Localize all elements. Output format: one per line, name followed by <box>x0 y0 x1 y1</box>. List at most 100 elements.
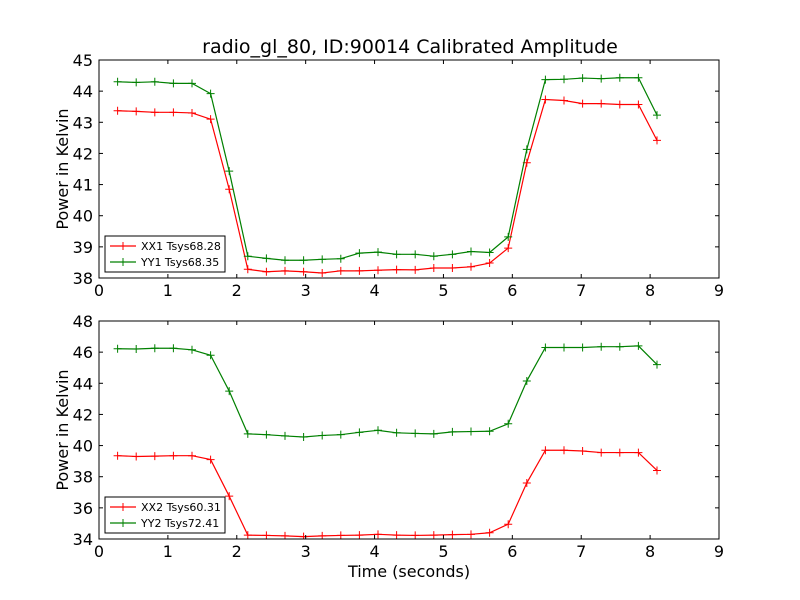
data-point-yy1 <box>169 79 178 88</box>
x-tick-label: 4 <box>369 281 379 300</box>
data-point-yy2 <box>262 430 271 439</box>
data-point-xx1 <box>429 264 438 273</box>
x-tick-label: 0 <box>94 281 104 300</box>
legend-box <box>104 496 226 534</box>
axes-frame <box>98 320 720 540</box>
data-point-xx2 <box>615 448 624 457</box>
data-point-yy2 <box>448 427 457 436</box>
data-point-xx1 <box>634 100 643 109</box>
data-point-xx2 <box>560 446 568 455</box>
x-tick-label: 1 <box>163 281 173 300</box>
data-point-yy1 <box>560 75 568 84</box>
data-point-yy1 <box>318 255 327 264</box>
data-point-yy1 <box>467 247 475 256</box>
legend-label: YY1 Tsys68.35 <box>140 256 219 269</box>
series-line-xx1 <box>117 98 658 274</box>
data-point-xx1 <box>448 264 457 273</box>
data-point-xx1 <box>299 267 308 276</box>
data-point-xx1 <box>392 265 401 274</box>
data-point-yy2 <box>243 429 252 438</box>
data-point-yy2 <box>318 431 327 440</box>
x-tick-label: 7 <box>576 542 586 561</box>
legend-marker <box>119 258 127 266</box>
data-point-yy2 <box>522 376 531 385</box>
data-point-yy2 <box>653 360 661 369</box>
axes-frame <box>98 59 720 279</box>
data-point-xx1 <box>578 99 587 108</box>
data-point-yy1 <box>299 256 308 265</box>
y-tick-label: 41 <box>73 176 93 195</box>
data-point-yy2 <box>560 343 568 352</box>
series-layer <box>113 73 661 278</box>
x-tick-label: 6 <box>507 281 517 300</box>
data-point-xx1 <box>225 185 234 194</box>
x-tick-label: 8 <box>645 281 655 300</box>
data-point-yy2 <box>281 431 289 440</box>
data-point-xx2 <box>504 520 513 529</box>
y-tick-label: 44 <box>73 82 93 101</box>
data-point-yy1 <box>262 254 271 263</box>
legend-marker <box>119 242 127 250</box>
x-tick-label: 4 <box>369 542 379 561</box>
data-point-yy2 <box>411 429 420 438</box>
data-point-xx2 <box>336 531 345 539</box>
data-point-yy2 <box>504 419 513 428</box>
data-point-xx2 <box>578 447 587 456</box>
data-point-xx2 <box>299 532 308 539</box>
data-point-yy1 <box>578 74 587 83</box>
legend: XX2 Tsys60.31 YY2 Tsys72.41 <box>104 496 226 534</box>
data-point-yy2 <box>485 427 494 436</box>
data-point-yy1 <box>281 256 289 265</box>
data-point-yy2 <box>615 342 624 351</box>
y-tick-label: 48 <box>73 312 93 331</box>
data-point-yy2 <box>336 430 345 439</box>
data-point-xx2 <box>485 528 494 537</box>
legend-marker <box>119 503 127 511</box>
data-point-yy1 <box>374 248 382 257</box>
data-point-xx1 <box>169 108 178 117</box>
y-tick-label: 40 <box>73 207 93 226</box>
data-point-yy1 <box>392 250 401 259</box>
x-tick-label: 8 <box>645 542 655 561</box>
data-point-xx2 <box>429 531 438 539</box>
data-point-yy1 <box>448 250 457 259</box>
data-point-yy1 <box>504 232 513 241</box>
data-point-xx1 <box>411 265 420 274</box>
data-point-xx1 <box>504 244 513 253</box>
y-tick-label: 46 <box>73 343 93 362</box>
data-point-xx2 <box>541 446 550 455</box>
data-point-yy2 <box>392 428 401 437</box>
data-point-yy2 <box>374 426 382 435</box>
y-tick-label: 45 <box>73 51 93 70</box>
data-point-xx1 <box>281 266 289 275</box>
data-point-yy2 <box>429 429 438 438</box>
x-tick-label: 6 <box>507 542 517 561</box>
x-axis-label: Time (seconds) <box>347 562 470 581</box>
y-axis-label: Power in Kelvin <box>53 369 72 490</box>
chart-title: radio_gl_80, ID:90014 Calibrated Amplitu… <box>202 36 618 58</box>
x-tick-label: 2 <box>232 542 242 561</box>
data-point-yy2 <box>169 344 178 353</box>
data-point-yy1 <box>188 79 196 88</box>
y-tick-label: 44 <box>73 374 93 393</box>
data-point-xx2 <box>225 492 234 501</box>
data-point-xx1 <box>541 95 550 104</box>
data-point-yy1 <box>653 111 661 120</box>
data-point-xx1 <box>597 99 606 108</box>
data-point-xx2 <box>522 478 531 487</box>
y-tick-label: 39 <box>73 238 93 257</box>
data-point-xx2 <box>448 530 457 539</box>
data-point-yy1 <box>485 248 494 257</box>
data-point-xx2 <box>467 530 475 539</box>
data-point-yy1 <box>206 89 215 98</box>
data-point-xx2 <box>150 452 159 461</box>
x-tick-label: 9 <box>714 542 724 561</box>
legend-box <box>104 235 226 273</box>
data-point-xx1 <box>150 108 159 117</box>
data-point-xx2 <box>169 451 178 460</box>
x-tick-label: 7 <box>576 281 586 300</box>
data-point-xx1 <box>355 266 364 275</box>
data-point-yy1 <box>336 254 345 263</box>
